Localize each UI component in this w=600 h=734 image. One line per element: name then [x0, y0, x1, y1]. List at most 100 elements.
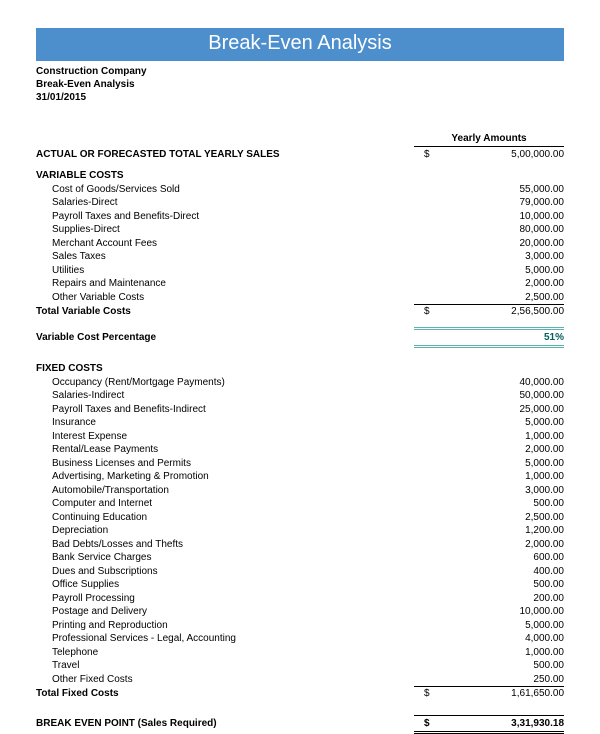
- variable_costs-item-value: 20,000.00: [414, 237, 564, 251]
- variable_costs-item: Utilities5,000.00: [36, 264, 564, 278]
- fixed_costs-item-label: Salaries-Indirect: [36, 389, 414, 403]
- variable_costs-item: Salaries-Direct79,000.00: [36, 196, 564, 210]
- fixed_costs-item-value: 600.00: [414, 551, 564, 565]
- doc-date: 31/01/2015: [36, 91, 564, 104]
- fixed_costs-item-label: Office Supplies: [36, 578, 414, 592]
- fixed_costs-item-label: Insurance: [36, 416, 414, 430]
- fixed_costs-item: Travel500.00: [36, 659, 564, 673]
- variable_costs-item-label: Other Variable Costs: [36, 291, 414, 305]
- fixed_costs-item-value: 40,000.00: [414, 376, 564, 390]
- fixed-total-label: Total Fixed Costs: [36, 687, 414, 701]
- fixed_costs-item-value: 5,000.00: [414, 457, 564, 471]
- variable_costs-item-value: 80,000.00: [414, 223, 564, 237]
- variable_costs-item-value: 3,000.00: [414, 250, 564, 264]
- variable_costs-item-label: Utilities: [36, 264, 414, 278]
- fixed_costs-item-label: Payroll Processing: [36, 592, 414, 606]
- sales-currency: $: [424, 148, 430, 162]
- variable-costs-heading: VARIABLE COSTS: [36, 169, 564, 183]
- fixed_costs-item: Printing and Reproduction5,000.00: [36, 619, 564, 633]
- variable_costs-item-label: Salaries-Direct: [36, 196, 414, 210]
- fixed_costs-item-label: Rental/Lease Payments: [36, 443, 414, 457]
- fixed_costs-item-value: 4,000.00: [414, 632, 564, 646]
- fixed_costs-item: Bank Service Charges600.00: [36, 551, 564, 565]
- fixed_costs-item-label: Travel: [36, 659, 414, 673]
- variable_costs-item-label: Supplies-Direct: [36, 223, 414, 237]
- fixed_costs-item-label: Advertising, Marketing & Promotion: [36, 470, 414, 484]
- variable-total-row: Total Variable Costs $ 2,56,500.00: [36, 304, 564, 319]
- sales-value: 5,00,000.00: [511, 149, 564, 160]
- fixed_costs-item-value: 1,000.00: [414, 470, 564, 484]
- variable_costs-item-label: Cost of Goods/Services Sold: [36, 183, 414, 197]
- fixed-costs-heading: FIXED COSTS: [36, 362, 564, 376]
- fixed_costs-item-value: 2,000.00: [414, 443, 564, 457]
- fixed_costs-item: Payroll Taxes and Benefits-Indirect25,00…: [36, 403, 564, 417]
- company-name: Construction Company: [36, 65, 564, 78]
- variable-pct-label: Variable Cost Percentage: [36, 331, 414, 345]
- bep-currency: $: [424, 717, 430, 731]
- fixed_costs-item-value: 250.00: [414, 673, 564, 687]
- document-header: Construction Company Break-Even Analysis…: [36, 65, 564, 104]
- sales-label: ACTUAL OR FORECASTED TOTAL YEARLY SALES: [36, 148, 414, 162]
- variable_costs-item-value: 2,000.00: [414, 277, 564, 291]
- variable_costs-item-label: Repairs and Maintenance: [36, 277, 414, 291]
- fixed_costs-item: Advertising, Marketing & Promotion1,000.…: [36, 470, 564, 484]
- fixed_costs-item-label: Occupancy (Rent/Mortgage Payments): [36, 376, 414, 390]
- variable_costs-item-value: 10,000.00: [414, 210, 564, 224]
- variable-total-label: Total Variable Costs: [36, 305, 414, 319]
- fixed-total-currency: $: [424, 687, 430, 701]
- fixed_costs-item: Computer and Internet500.00: [36, 497, 564, 511]
- fixed_costs-item: Other Fixed Costs250.00: [36, 673, 564, 687]
- variable-pct-row: Variable Cost Percentage 51%: [36, 327, 564, 349]
- fixed_costs-item-label: Continuing Education: [36, 511, 414, 525]
- fixed_costs-item-label: Automobile/Transportation: [36, 484, 414, 498]
- column-header-yearly: Yearly Amounts: [414, 132, 564, 147]
- fixed_costs-item: Salaries-Indirect50,000.00: [36, 389, 564, 403]
- fixed_costs-item: Rental/Lease Payments2,000.00: [36, 443, 564, 457]
- fixed_costs-item-value: 400.00: [414, 565, 564, 579]
- bep-value: 3,31,930.18: [511, 718, 564, 729]
- fixed_costs-item: Office Supplies500.00: [36, 578, 564, 592]
- variable-total-currency: $: [424, 305, 430, 319]
- doc-subtitle: Break-Even Analysis: [36, 78, 564, 91]
- fixed_costs-item: Telephone1,000.00: [36, 646, 564, 660]
- fixed_costs-item-label: Bank Service Charges: [36, 551, 414, 565]
- fixed_costs-item-value: 1,000.00: [414, 430, 564, 444]
- fixed_costs-item-value: 10,000.00: [414, 605, 564, 619]
- bep-label: BREAK EVEN POINT (Sales Required): [36, 717, 414, 731]
- fixed_costs-item-value: 50,000.00: [414, 389, 564, 403]
- variable_costs-item-label: Merchant Account Fees: [36, 237, 414, 251]
- fixed_costs-item-label: Depreciation: [36, 524, 414, 538]
- fixed_costs-item-value: 25,000.00: [414, 403, 564, 417]
- variable_costs-item-value: 79,000.00: [414, 196, 564, 210]
- page-title: Break-Even Analysis: [36, 28, 564, 61]
- fixed_costs-item-label: Business Licenses and Permits: [36, 457, 414, 471]
- variable-pct-value: 51%: [414, 327, 564, 349]
- fixed_costs-item-value: 1,000.00: [414, 646, 564, 660]
- fixed_costs-item: Insurance5,000.00: [36, 416, 564, 430]
- bep-row: BREAK EVEN POINT (Sales Required) $ 3,31…: [36, 715, 564, 734]
- variable_costs-item-label: Payroll Taxes and Benefits-Direct: [36, 210, 414, 224]
- fixed_costs-item: Postage and Delivery10,000.00: [36, 605, 564, 619]
- variable_costs-item: Cost of Goods/Services Sold55,000.00: [36, 183, 564, 197]
- variable_costs-item-value: 5,000.00: [414, 264, 564, 278]
- fixed_costs-item-value: 2,500.00: [414, 511, 564, 525]
- fixed_costs-item-value: 5,000.00: [414, 619, 564, 633]
- variable_costs-item-value: 2,500.00: [414, 291, 564, 305]
- fixed_costs-item-label: Computer and Internet: [36, 497, 414, 511]
- fixed_costs-item-label: Professional Services - Legal, Accountin…: [36, 632, 414, 646]
- fixed_costs-item-label: Other Fixed Costs: [36, 673, 414, 687]
- fixed_costs-item-value: 500.00: [414, 659, 564, 673]
- fixed_costs-item-label: Telephone: [36, 646, 414, 660]
- sales-row: ACTUAL OR FORECASTED TOTAL YEARLY SALES …: [36, 148, 564, 162]
- fixed_costs-item-label: Printing and Reproduction: [36, 619, 414, 633]
- fixed_costs-item-label: Payroll Taxes and Benefits-Indirect: [36, 403, 414, 417]
- fixed_costs-item-label: Interest Expense: [36, 430, 414, 444]
- fixed_costs-item: Depreciation1,200.00: [36, 524, 564, 538]
- fixed_costs-item-value: 500.00: [414, 497, 564, 511]
- fixed_costs-item: Bad Debts/Losses and Thefts2,000.00: [36, 538, 564, 552]
- fixed_costs-item: Automobile/Transportation3,000.00: [36, 484, 564, 498]
- fixed_costs-item-value: 3,000.00: [414, 484, 564, 498]
- fixed_costs-item-value: 200.00: [414, 592, 564, 606]
- fixed_costs-item: Professional Services - Legal, Accountin…: [36, 632, 564, 646]
- fixed_costs-item-value: 1,200.00: [414, 524, 564, 538]
